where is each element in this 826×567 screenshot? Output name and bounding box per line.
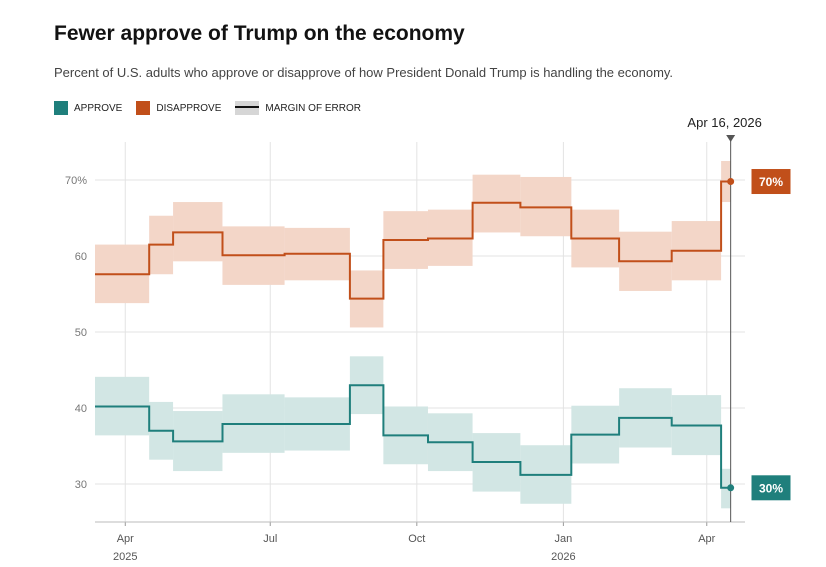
legend-label-disapprove: DISAPPROVE	[156, 102, 222, 114]
legend-swatch-margin-of-error	[235, 101, 260, 115]
x-tick-label: Jan	[555, 533, 573, 545]
y-tick-label: 30	[75, 479, 87, 491]
chart-title: Fewer approve of Trump on the economy	[54, 22, 465, 45]
approve-endpoint	[727, 484, 735, 492]
legend-label-approve: APPROVE	[74, 102, 123, 114]
x-tick-year-label: 2026	[551, 551, 575, 563]
legend: APPROVE DISAPPROVE MARGIN OF ERROR	[54, 100, 375, 116]
x-tick-label: Oct	[408, 533, 425, 545]
legend-item-margin-of-error: MARGIN OF ERROR	[235, 101, 361, 115]
x-tick-label: Apr	[698, 533, 715, 545]
approve-final-label: 30%	[759, 481, 783, 495]
y-tick-label: 40	[75, 403, 87, 415]
approve-line	[95, 384, 731, 489]
disapprove-final-badge	[750, 168, 792, 196]
disapprove-line	[95, 180, 731, 300]
date-marker-triangle	[726, 135, 736, 142]
legend-label-margin-of-error: MARGIN OF ERROR	[265, 102, 361, 114]
approve-final-badge	[750, 474, 792, 502]
legend-swatch-disapprove	[136, 101, 151, 115]
x-tick-year-label: 2025	[113, 551, 137, 563]
y-tick-label: 50	[75, 327, 87, 339]
disapprove-final-label: 70%	[759, 175, 783, 189]
legend-swatch-approve	[54, 101, 68, 115]
chart-subtitle: Percent of U.S. adults who approve or di…	[54, 65, 674, 80]
y-tick-label: 60	[75, 251, 87, 263]
date-marker-label: Apr 16, 2026	[687, 115, 761, 130]
legend-item-disapprove: DISAPPROVE	[136, 101, 221, 115]
disapprove-endpoint	[727, 178, 735, 186]
x-tick-label: Apr	[117, 533, 134, 545]
y-tick-label: 70%	[65, 175, 87, 187]
legend-item-approve: APPROVE	[54, 101, 122, 115]
x-tick-label: Jul	[263, 533, 277, 545]
